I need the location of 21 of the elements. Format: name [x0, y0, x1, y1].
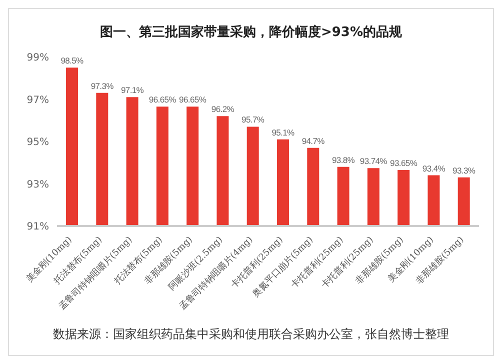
data-label: 97.3% [90, 80, 114, 91]
y-tick-label: 97% [26, 94, 49, 106]
data-label: 96.65% [148, 94, 177, 105]
data-label: 95.7% [242, 114, 265, 125]
data-label: 93.4% [422, 163, 446, 174]
source-note: 数据来源：国家组织药品集中采购和使用联合采购办公室，张自然博士整理 [52, 326, 450, 343]
y-tick-label: 91% [26, 222, 49, 233]
data-label: 97.1% [120, 85, 144, 96]
data-label: 96.65% [179, 94, 207, 105]
y-tick-label: 93% [26, 179, 49, 190]
data-label: 93.74% [360, 156, 388, 166]
data-label: 95.1% [272, 127, 296, 138]
data-label: 93.65% [390, 158, 418, 168]
data-label: 98.5% [60, 56, 84, 66]
y-tick-label: 99% [26, 52, 49, 64]
data-label: 96.2% [211, 104, 235, 114]
data-label: 94.7% [302, 136, 326, 146]
chart-title: 图一、第三批国家带量采购，降价幅度>93%的品规 [98, 24, 403, 41]
y-tick-label: 95% [26, 137, 49, 148]
data-label: 93.8% [332, 154, 356, 165]
data-label: 93.3% [452, 165, 476, 176]
